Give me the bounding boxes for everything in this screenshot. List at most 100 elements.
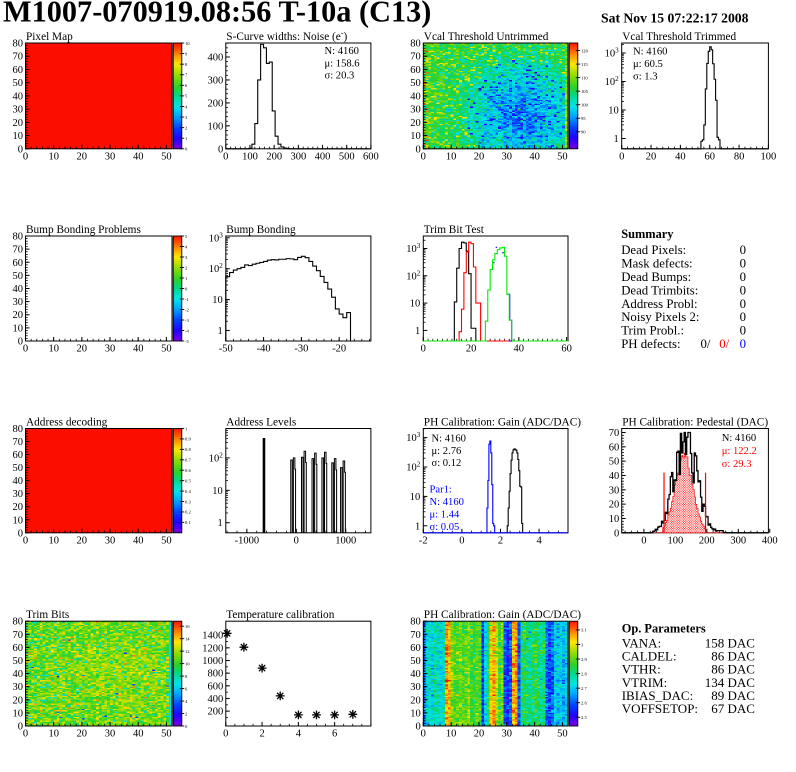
svg-text:μ: 158.6: μ: 158.6: [325, 58, 360, 69]
svg-text:VTHR:: VTHR:: [622, 662, 661, 677]
svg-text:50: 50: [161, 151, 172, 162]
svg-text:1: 1: [185, 136, 188, 141]
svg-text:0: 0: [641, 535, 646, 546]
svg-text:-20: -20: [332, 344, 346, 355]
svg-text:100: 100: [581, 103, 589, 108]
svg-text:1: 1: [185, 426, 188, 431]
svg-text:10: 10: [410, 299, 421, 310]
svg-text:67 DAC: 67 DAC: [711, 701, 755, 716]
svg-text:50: 50: [13, 463, 24, 474]
svg-text:800: 800: [208, 669, 224, 680]
svg-text:115: 115: [581, 62, 588, 67]
svg-text:0.4: 0.4: [185, 489, 191, 494]
svg-text:-4: -4: [185, 328, 190, 333]
svg-text:95: 95: [581, 116, 586, 121]
svg-text:1000: 1000: [202, 656, 223, 667]
svg-text:Dead Bumps:: Dead Bumps:: [621, 270, 691, 284]
svg-text:200: 200: [208, 707, 224, 718]
svg-text:-5: -5: [185, 339, 190, 344]
svg-text:30: 30: [13, 297, 24, 308]
svg-text:60: 60: [561, 344, 572, 355]
svg-text:Dead Trimbits:: Dead Trimbits:: [621, 283, 698, 297]
svg-text:40: 40: [410, 91, 421, 102]
svg-text:1000: 1000: [335, 535, 356, 546]
svg-text:70: 70: [13, 437, 24, 448]
svg-text:Vcal Threshold Untrimmed: Vcal Threshold Untrimmed: [424, 31, 549, 43]
svg-text:0.1: 0.1: [185, 520, 191, 525]
svg-text:0.9: 0.9: [185, 437, 191, 442]
svg-text:50: 50: [410, 78, 421, 89]
svg-text:0/: 0/: [719, 337, 729, 351]
svg-text:0: 0: [18, 528, 23, 539]
svg-text:PH Calibration: Gain (ADC/DAC): PH Calibration: Gain (ADC/DAC): [424, 609, 581, 621]
svg-text:σ: 29.3: σ: 29.3: [722, 459, 752, 470]
svg-text:50: 50: [557, 729, 568, 740]
svg-text:6: 6: [185, 686, 188, 691]
svg-text:102: 102: [605, 75, 620, 88]
svg-text:300: 300: [208, 75, 224, 86]
svg-text:2.9: 2.9: [581, 657, 587, 662]
svg-text:PH Calibration: Gain (ADC/DAC): PH Calibration: Gain (ADC/DAC): [424, 416, 581, 428]
svg-text:0: 0: [18, 722, 23, 733]
svg-text:0.5: 0.5: [185, 478, 191, 483]
svg-text:0: 0: [23, 535, 28, 546]
svg-text:5: 5: [185, 234, 188, 239]
svg-text:20: 20: [410, 118, 421, 129]
svg-text:Summary: Summary: [621, 227, 674, 241]
svg-text:0: 0: [740, 257, 746, 271]
svg-text:89 DAC: 89 DAC: [711, 688, 755, 703]
svg-text:0.8: 0.8: [185, 447, 191, 452]
svg-text:30: 30: [105, 151, 116, 162]
svg-text:Op. Parameters: Op. Parameters: [622, 622, 706, 636]
svg-text:20: 20: [13, 310, 24, 321]
svg-text:80: 80: [734, 151, 745, 162]
svg-text:10: 10: [48, 344, 59, 355]
svg-text:1: 1: [185, 276, 188, 281]
svg-text:4: 4: [185, 104, 188, 109]
svg-text:20: 20: [474, 151, 485, 162]
svg-text:10: 10: [446, 729, 457, 740]
svg-text:400: 400: [762, 535, 778, 546]
svg-text:10: 10: [410, 492, 421, 503]
svg-text:8: 8: [185, 674, 188, 679]
svg-text:10: 10: [48, 535, 59, 546]
svg-text:0: 0: [740, 283, 746, 297]
svg-text:N: 4160: N: 4160: [325, 46, 359, 57]
svg-text:Sat Nov 15 07:22:17 2008: Sat Nov 15 07:22:17 2008: [601, 10, 749, 25]
svg-text:40: 40: [675, 151, 686, 162]
svg-text:500: 500: [339, 151, 355, 162]
svg-text:9: 9: [185, 51, 188, 56]
svg-text:6: 6: [332, 729, 337, 740]
svg-text:S-Curve widths: Noise (e-): S-Curve widths: Noise (e-): [226, 28, 347, 43]
svg-text:600: 600: [208, 681, 224, 692]
svg-text:0: 0: [23, 729, 28, 740]
svg-text:400: 400: [315, 151, 331, 162]
svg-text:103: 103: [209, 231, 224, 244]
svg-text:102: 102: [209, 262, 224, 275]
svg-text:10: 10: [212, 295, 223, 306]
svg-text:0: 0: [619, 151, 624, 162]
svg-text:Vcal Threshold Trimmed: Vcal Threshold Trimmed: [622, 31, 736, 43]
svg-text:μ: 1.44: μ: 1.44: [430, 510, 461, 521]
svg-text:10: 10: [410, 708, 421, 719]
svg-text:-40: -40: [257, 344, 271, 355]
svg-text:70: 70: [410, 52, 421, 63]
svg-text:0: 0: [294, 535, 299, 546]
svg-text:40: 40: [13, 669, 24, 680]
svg-text:40: 40: [529, 151, 540, 162]
svg-text:20: 20: [466, 344, 477, 355]
svg-text:-50: -50: [219, 344, 233, 355]
svg-text:12: 12: [185, 649, 190, 654]
svg-text:0: 0: [18, 144, 23, 155]
svg-text:40: 40: [13, 476, 24, 487]
svg-text:0: 0: [740, 297, 746, 311]
svg-text:0.2: 0.2: [185, 510, 191, 515]
svg-text:Trim Probl.:: Trim Probl.:: [621, 324, 684, 338]
svg-text:10: 10: [13, 323, 24, 334]
svg-text:0: 0: [421, 344, 426, 355]
svg-text:86 DAC: 86 DAC: [711, 649, 755, 664]
svg-text:-2: -2: [419, 535, 428, 546]
svg-text:0: 0: [18, 337, 23, 348]
svg-text:40: 40: [133, 535, 144, 546]
svg-text:20: 20: [13, 695, 24, 706]
